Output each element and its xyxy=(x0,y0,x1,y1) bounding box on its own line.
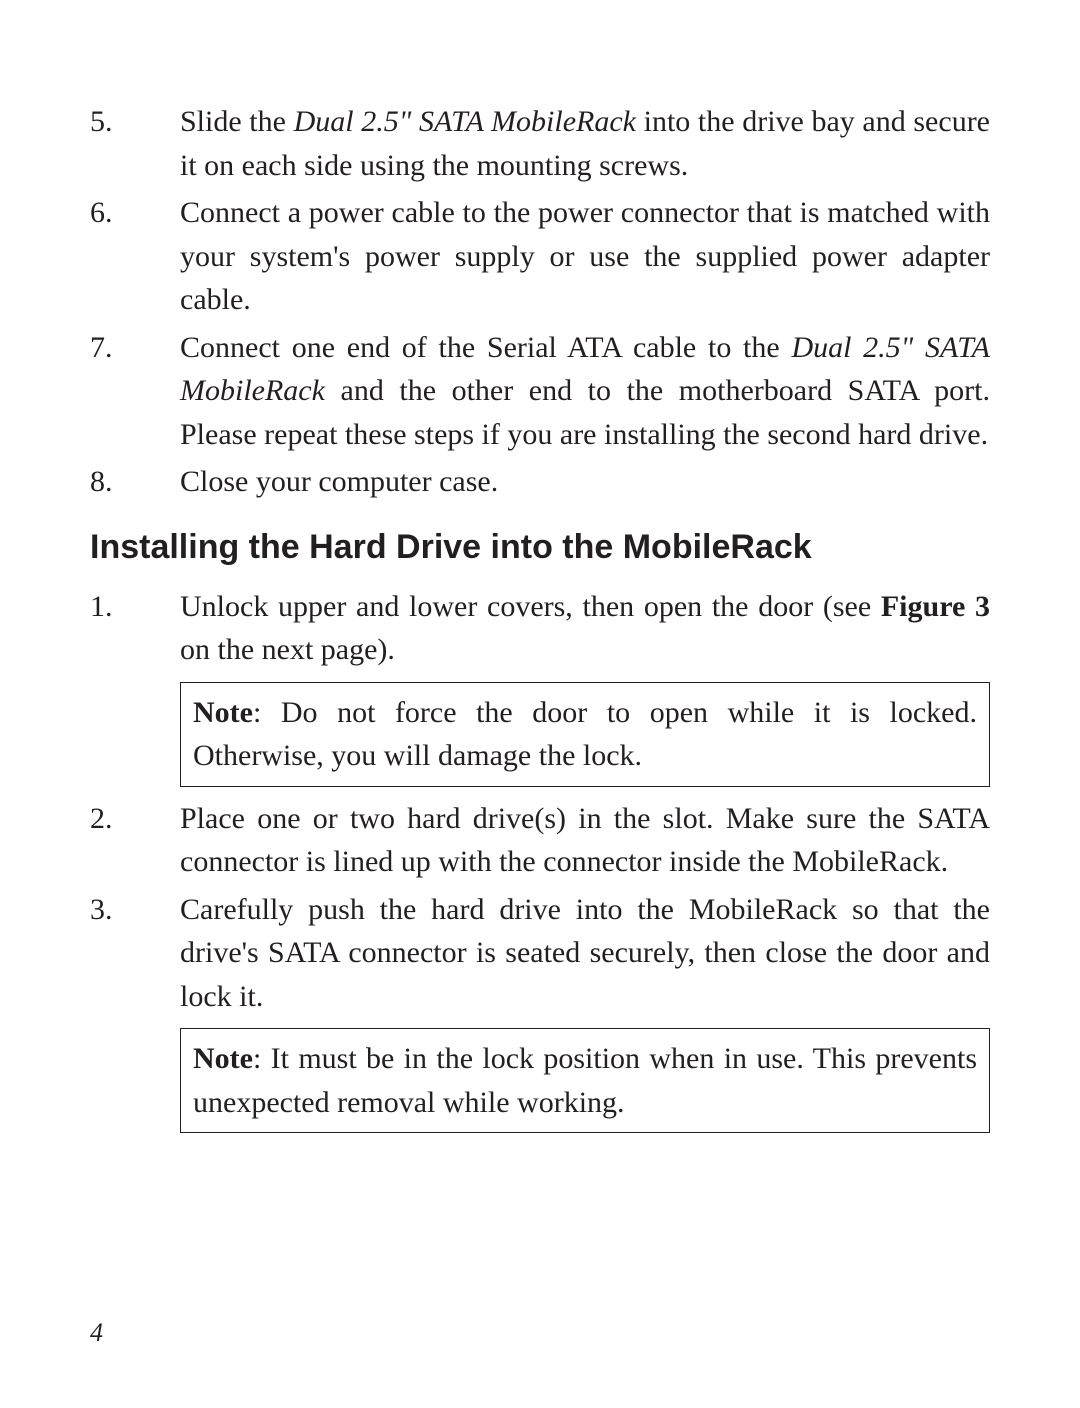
list-item: 6. Connect a power cable to the power co… xyxy=(90,191,990,322)
list-number: 5. xyxy=(90,100,180,187)
list-text: Connect a power cable to the power conne… xyxy=(180,191,990,322)
list-text: Connect one end of the Serial ATA cable … xyxy=(180,326,990,457)
list-text: Close your computer case. xyxy=(180,460,990,504)
note-label: Note xyxy=(193,696,253,729)
list-text: Slide the Dual 2.5" SATA MobileRack into… xyxy=(180,100,990,187)
list-item: 8. Close your computer case. xyxy=(90,460,990,504)
note-box: Note: Do not force the door to open whil… xyxy=(180,682,990,787)
list-item: 3. Carefully push the hard drive into th… xyxy=(90,888,990,1019)
page-number: 4 xyxy=(90,1318,103,1348)
product-name: Dual 2.5" SATA MobileRack xyxy=(294,105,636,138)
list-item: 7. Connect one end of the Serial ATA cab… xyxy=(90,326,990,457)
figure-ref: Figure 3 xyxy=(881,590,990,623)
section-heading: Installing the Hard Drive into the Mobil… xyxy=(90,528,990,567)
ordered-list-b: 1. Unlock upper and lower covers, then o… xyxy=(90,585,990,1134)
note-wrapper: Note: It must be in the lock position wh… xyxy=(180,1028,990,1133)
list-number: 7. xyxy=(90,326,180,457)
note-label: Note xyxy=(193,1042,253,1075)
list-text: Unlock upper and lower covers, then open… xyxy=(180,585,990,672)
list-item: 2. Place one or two hard drive(s) in the… xyxy=(90,797,990,884)
note-text: : Do not force the door to open while it… xyxy=(193,696,977,773)
list-number: 3. xyxy=(90,888,180,1019)
list-item: 5. Slide the Dual 2.5" SATA MobileRack i… xyxy=(90,100,990,187)
note-box: Note: It must be in the lock position wh… xyxy=(180,1028,990,1133)
ordered-list-a: 5. Slide the Dual 2.5" SATA MobileRack i… xyxy=(90,100,990,504)
note-wrapper: Note: Do not force the door to open whil… xyxy=(180,682,990,787)
list-number: 2. xyxy=(90,797,180,884)
list-number: 6. xyxy=(90,191,180,322)
list-number: 1. xyxy=(90,585,180,672)
list-item: 1. Unlock upper and lower covers, then o… xyxy=(90,585,990,672)
list-number: 8. xyxy=(90,460,180,504)
list-text: Place one or two hard drive(s) in the sl… xyxy=(180,797,990,884)
note-text: : It must be in the lock position when i… xyxy=(193,1042,977,1119)
list-text: Carefully push the hard drive into the M… xyxy=(180,888,990,1019)
